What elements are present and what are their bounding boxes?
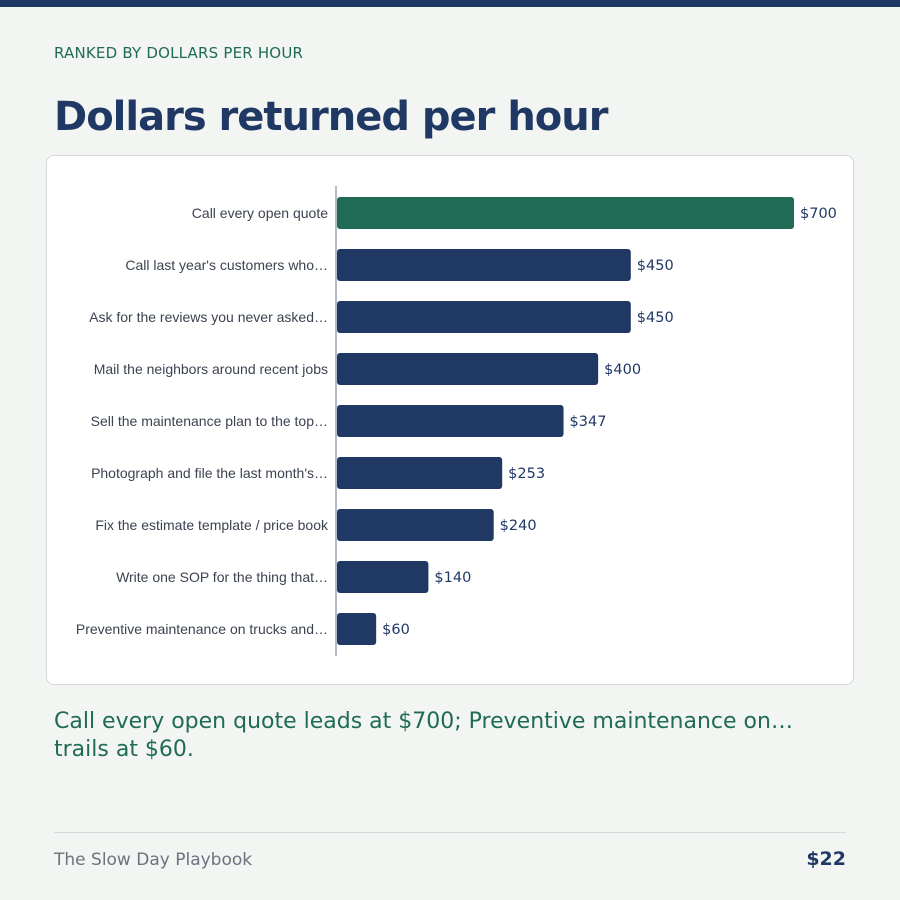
value-label: $140	[434, 570, 471, 586]
bar	[337, 197, 794, 229]
bar	[337, 301, 631, 333]
bar-chart: Call every open quote $700 Call last year'…	[76, 186, 837, 656]
category-label: Call every open quote	[192, 205, 328, 221]
category-label: Mail the neighbors around recent jobs	[94, 361, 328, 377]
category-label: Sell the maintenance plan to the top…	[91, 413, 328, 429]
bar	[337, 509, 494, 541]
category-label: Preventive maintenance on trucks and…	[76, 621, 328, 637]
bar	[337, 405, 564, 437]
value-label: $253	[508, 466, 545, 482]
bar	[337, 613, 377, 645]
footer-brand: The Slow Day Playbook	[54, 850, 253, 870]
bar	[337, 353, 599, 385]
value-label: $347	[570, 414, 607, 430]
category-label: Write one SOP for the thing that…	[116, 569, 328, 585]
bar	[337, 457, 503, 489]
value-label: $700	[800, 206, 837, 222]
bar	[337, 561, 429, 593]
eyebrow-label: RANKED BY DOLLARS PER HOUR	[54, 44, 304, 62]
footer-price: $22	[806, 848, 846, 870]
chart-summary: Call every open quote leads at $700; Pre…	[54, 709, 793, 762]
top-accent-bar	[0, 0, 900, 7]
bar	[337, 249, 631, 281]
chart-card: Call every open quote $700 Call last year'…	[46, 155, 854, 685]
footer-divider	[54, 832, 846, 833]
category-label: Photograph and file the last month's…	[91, 465, 328, 481]
value-label: $240	[500, 518, 537, 534]
value-label: $400	[604, 362, 641, 378]
page-title: Dollars returned per hour	[54, 94, 608, 140]
value-label: $450	[637, 258, 674, 274]
value-label: $60	[382, 622, 410, 638]
value-label: $450	[637, 310, 674, 326]
category-label: Fix the estimate template / price book	[95, 517, 329, 533]
category-label: Ask for the reviews you never asked…	[89, 309, 328, 325]
category-label: Call last year's customers who…	[125, 257, 328, 273]
